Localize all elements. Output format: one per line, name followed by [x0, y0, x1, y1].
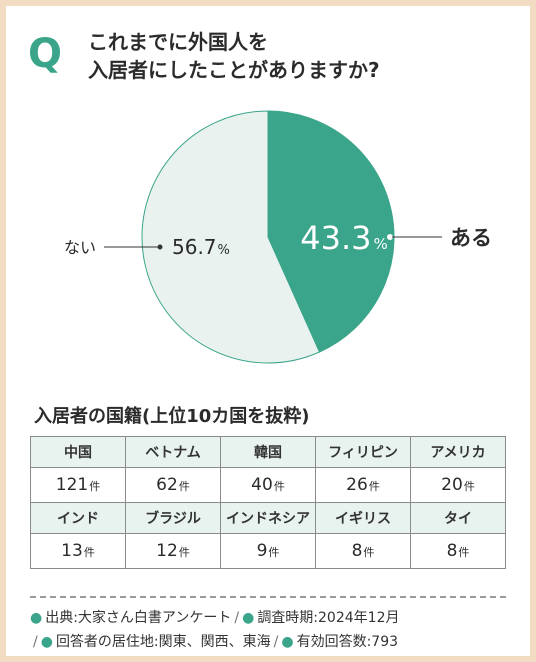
leader-dot-1	[157, 244, 163, 250]
footer-residence: 回答者の居住地:関東、関西、東海	[55, 634, 271, 650]
count-value: 13	[61, 541, 83, 561]
count-value: 8	[446, 541, 458, 561]
count-value: 9	[256, 541, 268, 561]
slice-name-label-1: ない	[64, 238, 96, 257]
count-cell: 13件	[30, 533, 126, 569]
leader-dot-0	[387, 234, 393, 240]
pie-slice-0	[267, 110, 395, 353]
slice-name-label-0: ある	[450, 226, 492, 250]
table-row-names-1: 中国 ベトナム 韓国 フィリピン アメリカ	[30, 436, 506, 468]
count-unit: 件	[83, 546, 95, 559]
table-row-counts-2: 13件 12件 9件 8件 8件	[30, 533, 506, 569]
count-unit: 件	[178, 480, 190, 493]
footer-separator: /	[234, 610, 240, 626]
count-unit: 件	[463, 480, 475, 493]
country-cell: タイ	[410, 502, 506, 534]
count-value: 26	[346, 475, 368, 495]
count-value: 20	[441, 475, 463, 495]
count-unit: 件	[89, 480, 101, 493]
country-cell: 中国	[30, 436, 126, 468]
count-cell: 40件	[220, 467, 316, 503]
count-unit: 件	[458, 546, 470, 559]
count-value: 8	[351, 541, 363, 561]
count-unit: 件	[178, 546, 190, 559]
count-unit: 件	[273, 480, 285, 493]
nationality-table: 中国 ベトナム 韓国 フィリピン アメリカ 121件 62件 40件 26件 2…	[30, 436, 506, 569]
country-cell: ベトナム	[125, 436, 221, 468]
count-unit: 件	[368, 480, 380, 493]
survey-card: Q これまでに外国人を 入居者にしたことがありますか? 43.3% ある ない 56.…	[6, 6, 530, 656]
country-cell: インドネシア	[220, 502, 316, 534]
pie-slice-1	[141, 110, 321, 364]
question-text: これまでに外国人を 入居者にしたことがありますか?	[88, 28, 488, 84]
count-unit: 件	[363, 546, 375, 559]
footer-source: 出典:大家さん白書アンケート	[45, 610, 232, 626]
count-cell: 62件	[125, 467, 221, 503]
table-row-counts-1: 121件 62件 40件 26件 20件	[30, 467, 506, 503]
table-row-names-2: インド ブラジル インドネシア イギリス タイ	[30, 502, 506, 534]
bullet-dot-icon: ●	[281, 634, 294, 650]
country-cell: イギリス	[315, 502, 411, 534]
count-cell: 12件	[125, 533, 221, 569]
footer-valid: 有効回答数:793	[296, 634, 399, 650]
country-cell: インド	[30, 502, 126, 534]
count-cell: 8件	[315, 533, 411, 569]
count-cell: 9件	[220, 533, 316, 569]
table-title: 入居者の国籍(上位10カ国を抜粋)	[34, 406, 310, 427]
footer-separator: /	[33, 634, 38, 650]
footer-period: 調査時期:2024年12月	[257, 610, 400, 626]
count-value: 121	[55, 475, 89, 495]
dashed-divider	[30, 596, 506, 598]
count-value: 62	[156, 475, 178, 495]
question-line-1: これまでに外国人を	[88, 30, 268, 54]
count-cell: 26件	[315, 467, 411, 503]
count-unit: 件	[268, 546, 280, 559]
footer-line-1: ● 出典:大家さん白書アンケート / ● 調査時期:2024年12月	[30, 606, 520, 630]
question-line-2: 入居者にしたことがありますか?	[88, 58, 380, 82]
count-cell: 20件	[410, 467, 506, 503]
count-cell: 8件	[410, 533, 506, 569]
footer-line-2: / ● 回答者の居住地:関東、関西、東海 / ● 有効回答数:793	[30, 630, 520, 654]
q-mark: Q	[28, 31, 63, 77]
country-cell: ブラジル	[125, 502, 221, 534]
footer-notes: ● 出典:大家さん白書アンケート / ● 調査時期:2024年12月 / ● 回答者の居住地…	[30, 606, 520, 654]
bullet-dot-icon: ●	[30, 610, 43, 626]
footer-separator: /	[273, 634, 279, 650]
count-value: 40	[251, 475, 273, 495]
count-cell: 121件	[30, 467, 126, 503]
country-cell: アメリカ	[410, 436, 506, 468]
country-cell: 韓国	[220, 436, 316, 468]
bullet-dot-icon: ●	[242, 610, 255, 626]
country-cell: フィリピン	[315, 436, 411, 468]
count-value: 12	[156, 541, 178, 561]
bullet-dot-icon: ●	[40, 634, 53, 650]
